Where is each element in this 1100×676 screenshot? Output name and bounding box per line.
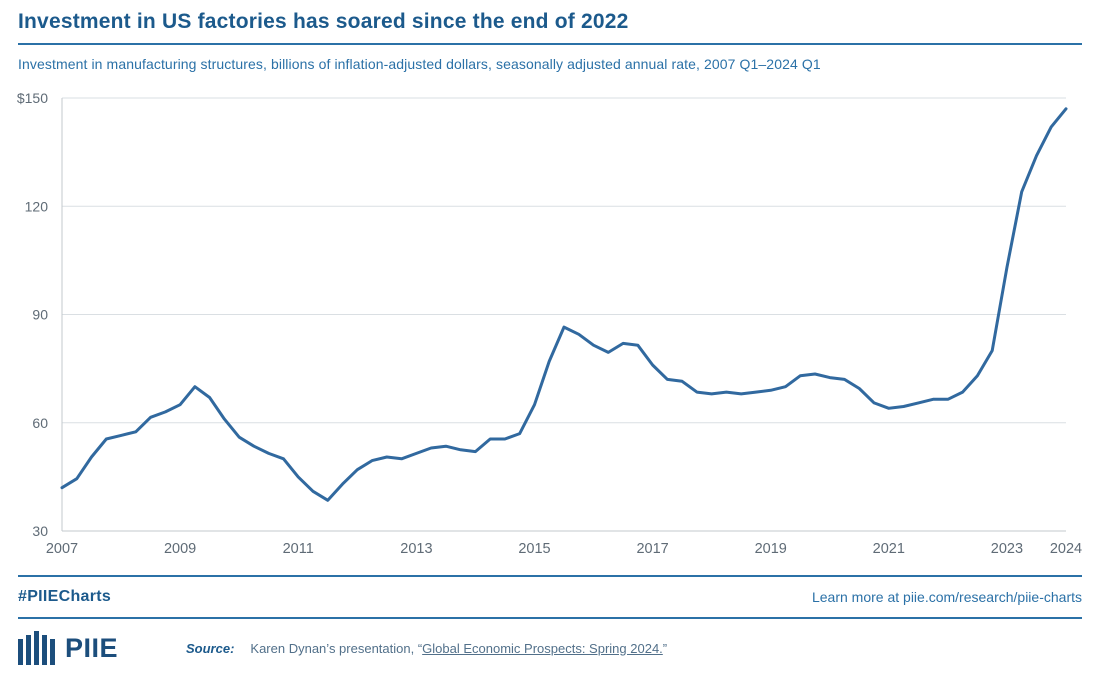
svg-text:60: 60 [32,415,48,431]
svg-text:2009: 2009 [164,541,196,556]
footer-bottom-rule [18,617,1082,619]
svg-text:90: 90 [32,307,48,323]
svg-text:120: 120 [25,198,49,214]
source-bar: PIIE Source: Karen Dynan’s presentation, … [0,619,1100,665]
piie-charts-hashtag: #PIIECharts [18,588,112,605]
title-underline-rule [18,43,1082,45]
svg-text:2021: 2021 [873,541,905,556]
svg-text:2011: 2011 [283,541,314,556]
footer-bar: #PIIECharts Learn more at piie.com/resea… [0,577,1100,617]
svg-text:30: 30 [32,523,48,539]
source-link[interactable]: Global Economic Prospects: Spring 2024. [422,640,663,656]
svg-text:2024: 2024 [1050,541,1082,556]
svg-text:2007: 2007 [46,541,78,556]
piie-logo: PIIE [18,631,146,665]
svg-text:2013: 2013 [400,541,432,556]
source-text: Karen Dynan’s presentation, “ [250,640,423,656]
piie-logo-text: PIIE [65,632,119,663]
page-title: Investment in US factories has soared si… [18,10,629,33]
svg-text:2023: 2023 [991,541,1023,556]
source-note: Source: Karen Dynan’s presentation, “Glob… [186,641,667,656]
piie-logo-icon [18,631,55,665]
chart-header: Investment in US factories has soared si… [0,0,1100,72]
chart-subtitle: Investment in manufacturing structures, … [18,56,821,72]
investment-line-chart: 30 60 90 120 $150 2007 2009 2011 2013 2015 2017 201… [17,90,1082,557]
line-chart-area: 30 60 90 120 $150 2007 2009 2011 2013 2015 2017 201… [0,74,1100,561]
learn-more-link[interactable]: Learn more at piie.com/research/piie-cha… [811,589,1082,605]
source-label: Source: [186,640,235,656]
footer-top-rule [18,575,1082,577]
svg-text:2017: 2017 [636,541,668,556]
source-closing-quote: ” [662,640,668,656]
svg-text:2015: 2015 [518,541,550,556]
svg-text:2019: 2019 [755,541,787,556]
svg-text:$150: $150 [17,90,48,106]
